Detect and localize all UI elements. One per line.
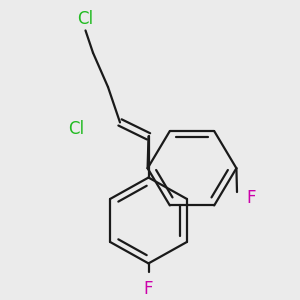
Text: Cl: Cl bbox=[68, 120, 84, 138]
Text: F: F bbox=[246, 189, 256, 207]
Text: Cl: Cl bbox=[77, 10, 94, 28]
Text: F: F bbox=[144, 280, 153, 298]
